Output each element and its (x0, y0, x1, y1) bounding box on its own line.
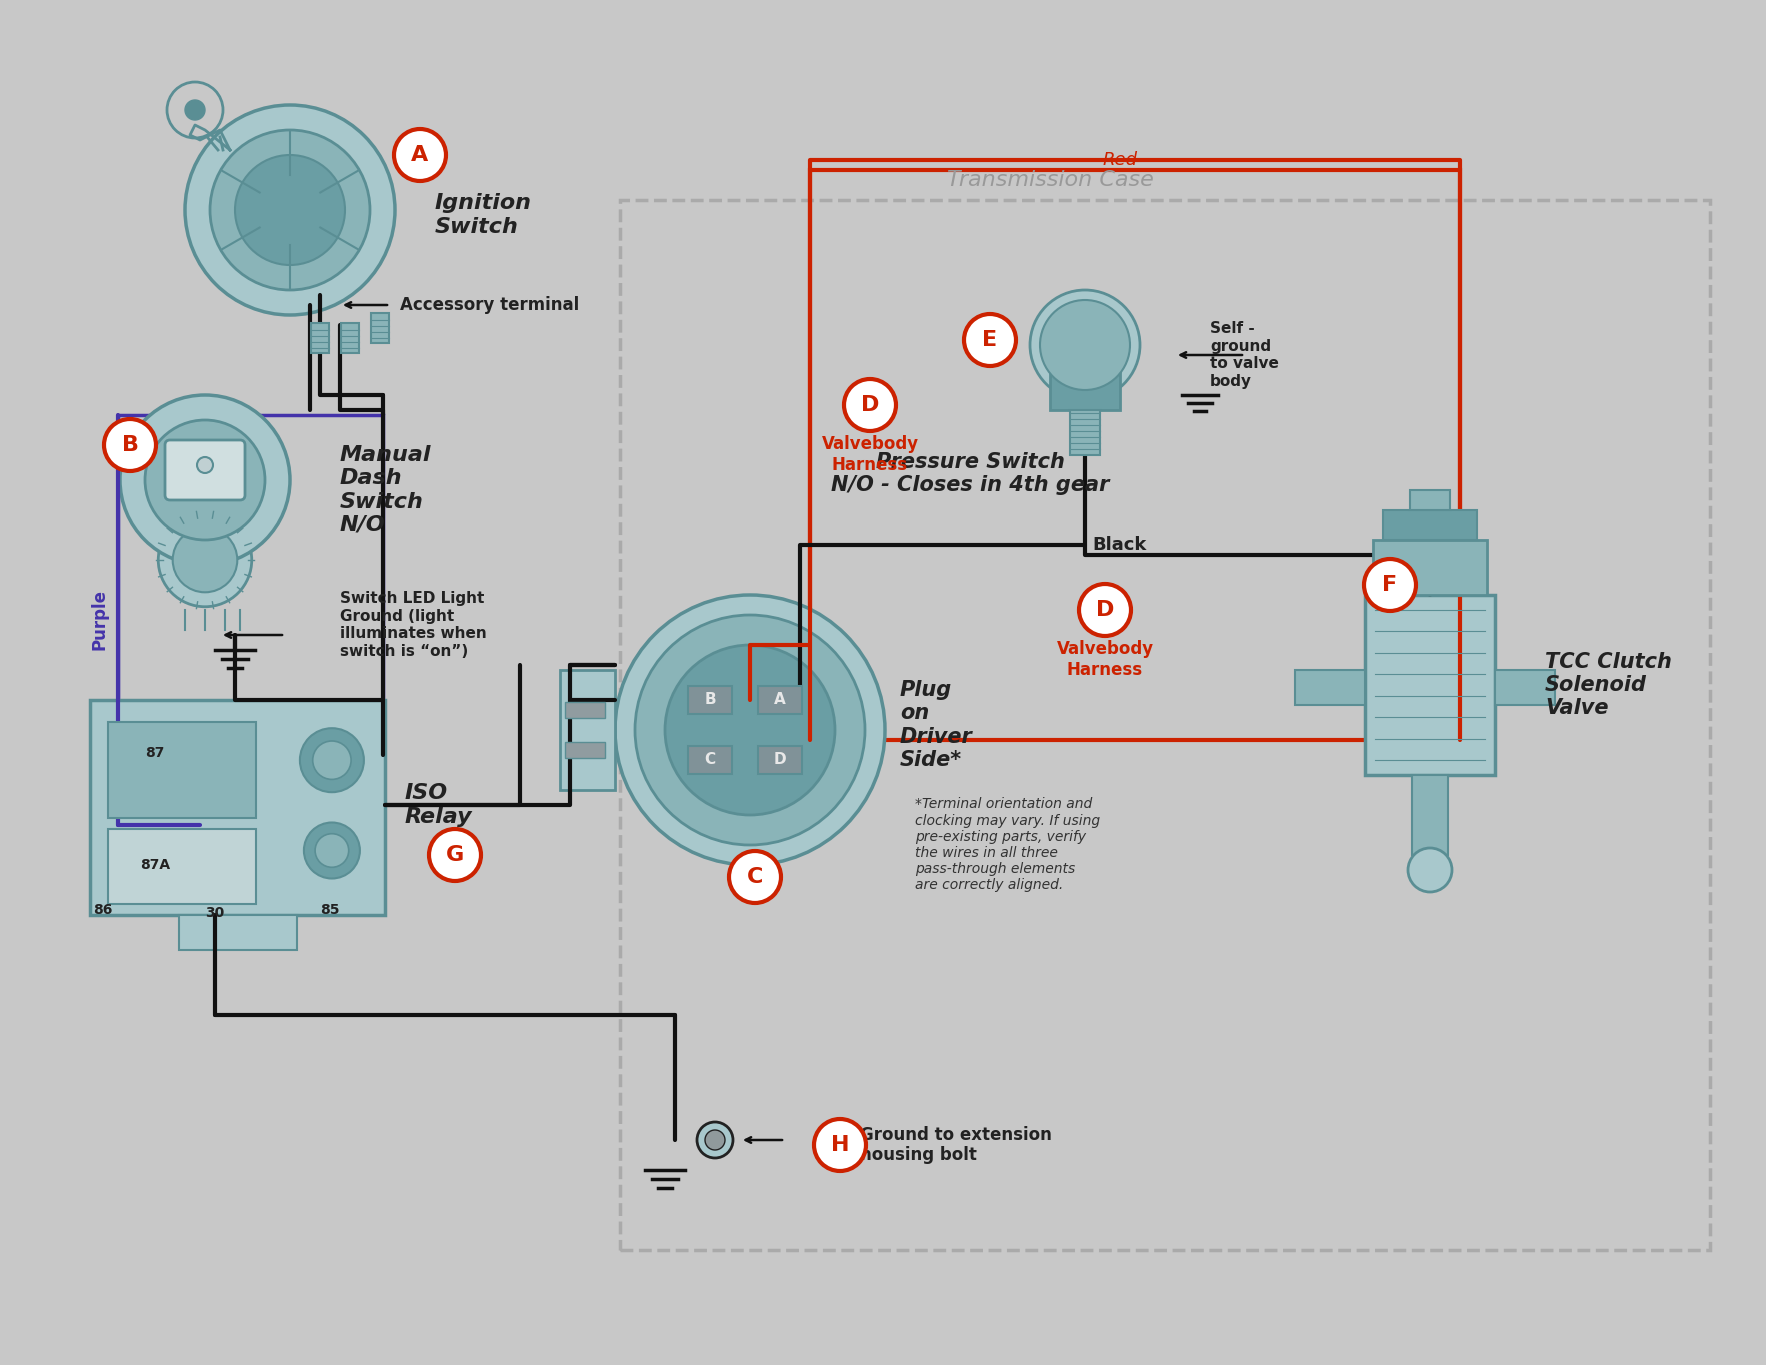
Bar (90, 700, 385, 915)
Circle shape (235, 156, 344, 265)
Circle shape (844, 379, 895, 431)
Text: Black: Black (1093, 536, 1148, 554)
Bar (620, 201, 1709, 1250)
Circle shape (120, 394, 290, 565)
Circle shape (1040, 300, 1130, 390)
Circle shape (1363, 560, 1416, 612)
Circle shape (159, 513, 253, 607)
Bar (565, 702, 606, 718)
Circle shape (185, 105, 396, 315)
Text: Red: Red (1102, 152, 1137, 169)
Circle shape (615, 595, 885, 865)
Circle shape (210, 130, 371, 289)
Text: H: H (830, 1136, 849, 1155)
Bar (758, 747, 802, 774)
Circle shape (698, 1122, 733, 1158)
Bar (1413, 775, 1448, 854)
FancyBboxPatch shape (164, 440, 245, 500)
Text: A: A (774, 692, 786, 707)
Text: C: C (747, 867, 763, 887)
Text: 85: 85 (320, 904, 339, 917)
Text: *Terminal orientation and
clocking may vary. If using
pre-existing parts, verify: *Terminal orientation and clocking may v… (915, 797, 1100, 893)
Bar (118, 415, 383, 824)
Bar (1051, 355, 1120, 410)
Circle shape (1079, 584, 1130, 636)
Circle shape (729, 850, 781, 904)
Circle shape (1030, 289, 1141, 400)
Bar (1294, 670, 1365, 704)
Text: B: B (705, 692, 715, 707)
Text: C: C (705, 752, 715, 767)
Text: Ground to extension
housing bolt: Ground to extension housing bolt (860, 1126, 1053, 1164)
Circle shape (394, 130, 447, 182)
Text: E: E (982, 330, 998, 349)
Circle shape (300, 728, 364, 792)
Bar (108, 722, 256, 818)
Text: Purple: Purple (92, 590, 109, 651)
Text: Accessory terminal: Accessory terminal (401, 296, 579, 314)
Circle shape (314, 834, 348, 867)
Text: 86: 86 (94, 904, 113, 917)
Bar (1496, 670, 1556, 704)
Circle shape (429, 829, 480, 880)
Circle shape (964, 314, 1015, 366)
Text: F: F (1383, 575, 1397, 595)
Bar (311, 324, 328, 354)
Text: Manual
Dash
Switch
N/O: Manual Dash Switch N/O (341, 445, 431, 535)
Text: B: B (122, 435, 138, 455)
Text: Valvebody
Harness: Valvebody Harness (821, 435, 918, 474)
Text: TCC Clutch
Solenoid
Valve: TCC Clutch Solenoid Valve (1545, 652, 1672, 718)
Bar (371, 313, 389, 343)
Text: ISO
Relay: ISO Relay (404, 784, 473, 827)
Bar (1372, 541, 1487, 595)
Text: 87: 87 (145, 747, 164, 760)
Bar (1409, 490, 1450, 511)
Circle shape (1408, 848, 1452, 891)
Text: Self -
ground
to valve
body: Self - ground to valve body (1210, 321, 1279, 389)
Circle shape (666, 646, 835, 815)
Bar (1383, 511, 1476, 541)
Text: Plug
on
Driver
Side*: Plug on Driver Side* (901, 680, 973, 770)
Bar (560, 670, 615, 790)
Bar (341, 324, 358, 354)
Bar (758, 687, 802, 714)
Bar (811, 171, 1460, 740)
Text: A: A (411, 145, 429, 165)
Text: 87A: 87A (140, 859, 170, 872)
Text: D: D (860, 394, 879, 415)
Text: Valvebody
Harness: Valvebody Harness (1056, 640, 1153, 678)
Bar (689, 747, 731, 774)
Bar (108, 829, 256, 904)
Circle shape (198, 457, 214, 474)
Bar (565, 743, 606, 758)
Text: D: D (774, 752, 786, 767)
Circle shape (313, 741, 351, 779)
Bar (178, 915, 297, 950)
Text: D: D (1097, 601, 1114, 620)
Circle shape (304, 823, 360, 879)
Circle shape (104, 419, 155, 471)
Circle shape (173, 528, 237, 592)
Bar (1070, 410, 1100, 455)
Text: 30: 30 (205, 906, 224, 920)
Circle shape (145, 420, 265, 541)
Text: G: G (445, 845, 464, 865)
Circle shape (636, 616, 865, 845)
Circle shape (185, 100, 205, 120)
Circle shape (814, 1119, 865, 1171)
Circle shape (705, 1130, 726, 1149)
Text: Ignition
Switch: Ignition Switch (434, 194, 532, 236)
Bar (1365, 595, 1496, 775)
Text: Switch LED Light
Ground (light
illuminates when
switch is “on”): Switch LED Light Ground (light illuminat… (341, 591, 487, 658)
Bar (689, 687, 731, 714)
Text: Pressure Switch
N/O - Closes in 4th gear: Pressure Switch N/O - Closes in 4th gear (830, 452, 1109, 495)
Text: Transmission Case: Transmission Case (947, 171, 1153, 190)
